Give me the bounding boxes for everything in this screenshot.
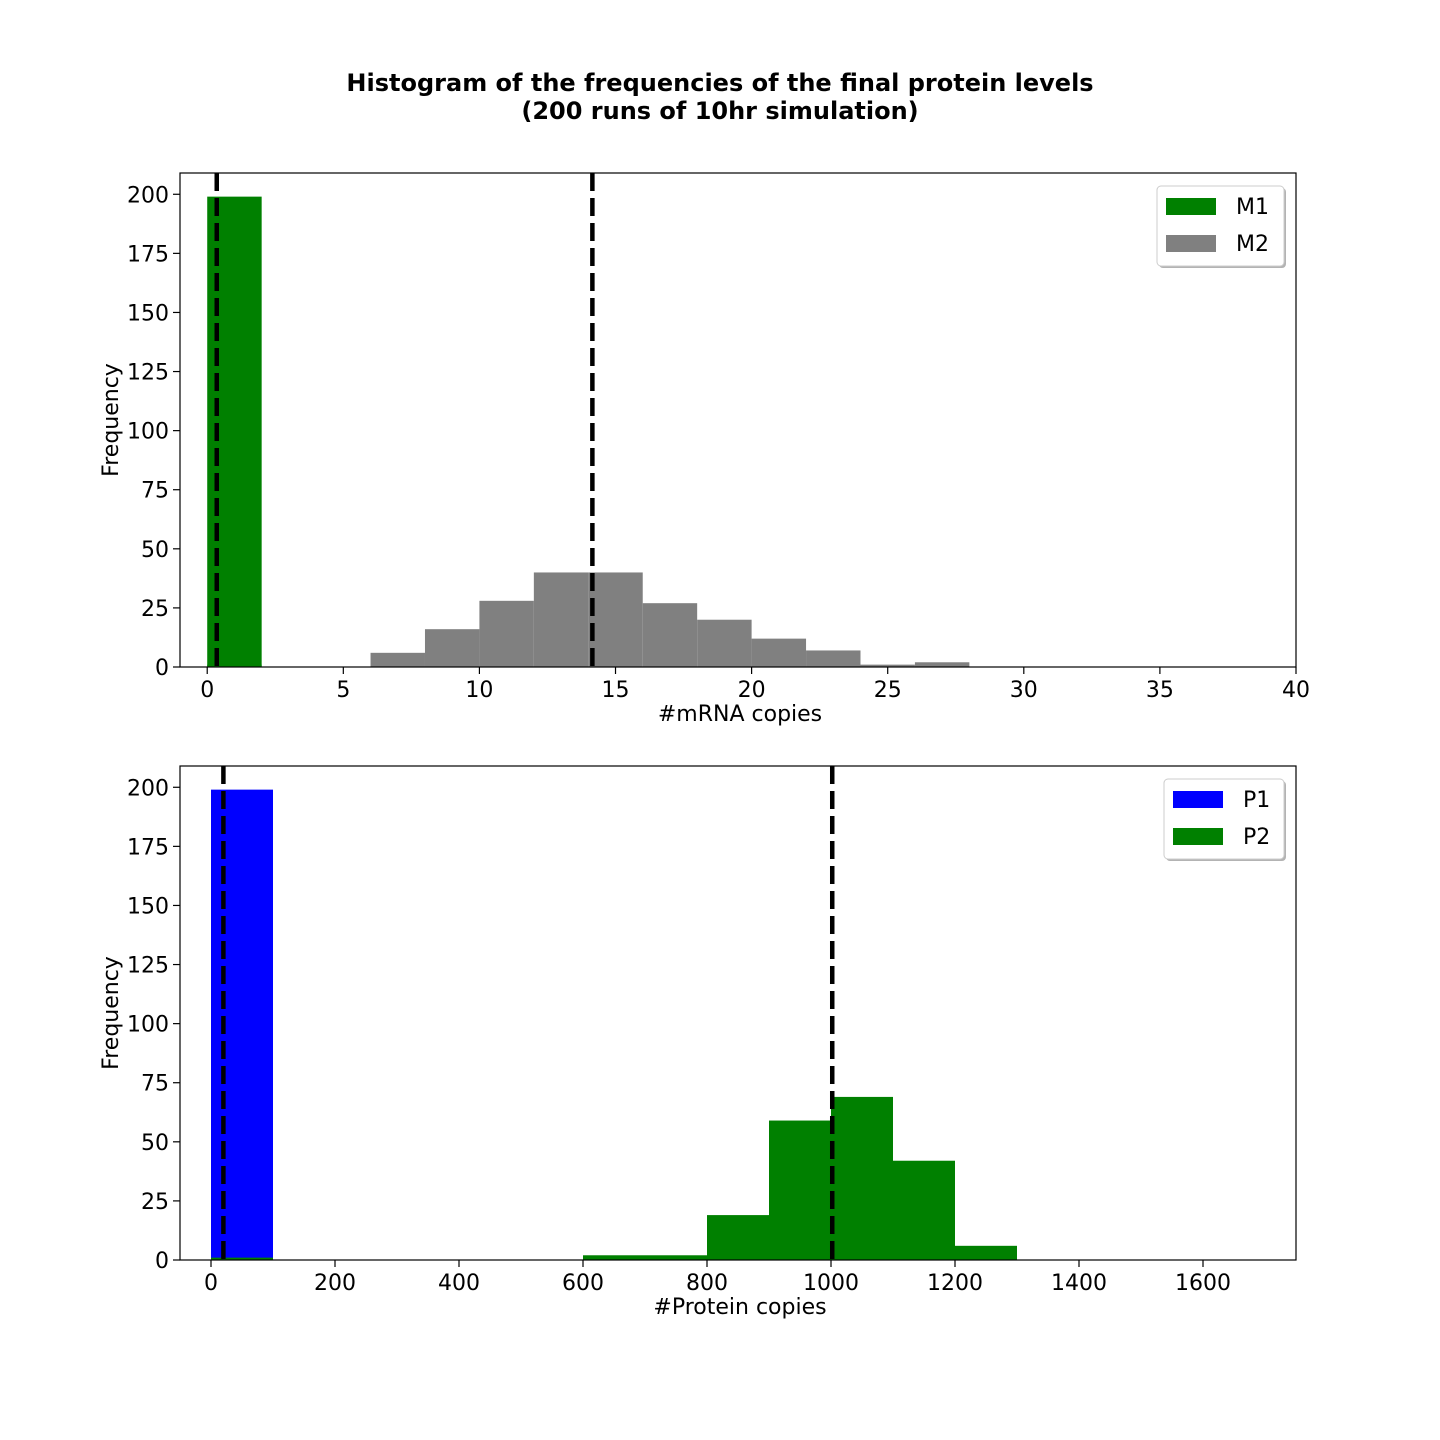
p1-legend-swatch-m2 [1166, 235, 1216, 252]
p2-y-tick-label: 150 [127, 894, 169, 919]
p2-y-tick-label: 0 [155, 1249, 169, 1274]
p1-y-tick-label: 25 [141, 597, 169, 622]
chart-title-line-2: (200 runs of 10hr simulation) [521, 97, 919, 125]
p2-bar-p2-4 [769, 1120, 831, 1260]
p1-x-axis-label: #mRNA copies [658, 702, 822, 727]
p2-x-axis-label: #Protein copies [653, 1295, 826, 1320]
p1-y-tick-label: 0 [155, 656, 169, 681]
p1-x-tick-label: 25 [874, 678, 902, 703]
p1-y-tick-label: 125 [127, 361, 169, 386]
p2-bar-p1-0 [211, 789, 273, 1260]
p1-y-tick-label: 200 [127, 183, 169, 208]
p2-legend-swatch-p2 [1173, 828, 1223, 845]
p1-y-tick-label: 175 [127, 242, 169, 267]
p2-x-tick-label: 1600 [1175, 1271, 1231, 1296]
p1-x-tick-label: 40 [1282, 678, 1310, 703]
p1-bar-m2-5 [642, 603, 698, 667]
p2-x-tick-label: 200 [314, 1271, 356, 1296]
p2-bar-p2-5 [831, 1096, 893, 1260]
p1-legend-swatch-m1 [1166, 198, 1216, 215]
p1-bar-m2-8 [806, 650, 861, 667]
p2-x-tick-label: 1200 [927, 1271, 983, 1296]
p2-y-axis-label: Frequency [99, 956, 124, 1070]
p1-bar-m2-3 [533, 572, 589, 667]
p1-x-tick-label: 30 [1010, 678, 1038, 703]
p2-bar-p2-3 [707, 1215, 769, 1260]
p2-legend-swatch-p1 [1173, 791, 1223, 808]
p2-bar-p2-6 [893, 1160, 955, 1260]
p1-y-tick-label: 100 [127, 420, 169, 445]
p1-y-tick-label: 75 [141, 479, 169, 504]
p2-y-tick-label: 25 [141, 1190, 169, 1215]
p2-bar-p2-7 [955, 1245, 1017, 1260]
p2-x-tick-label: 1400 [1051, 1271, 1107, 1296]
p2-y-tick-label: 50 [141, 1131, 169, 1156]
p1-bar-m2-4 [588, 572, 643, 667]
p2-y-tick-label: 100 [127, 1013, 169, 1038]
p1-y-axis-label: Frequency [99, 363, 124, 477]
p2-bar-p2-2 [645, 1255, 707, 1260]
p1-bar-m2-1 [424, 629, 480, 667]
p2-x-tick-label: 1000 [803, 1271, 859, 1296]
p2-bar-p2-1 [583, 1255, 645, 1260]
p2-axes-frame [179, 765, 1297, 1261]
p2-x-tick-label: 600 [562, 1271, 604, 1296]
p2-y-tick-label: 200 [127, 776, 169, 801]
p1-x-tick-label: 5 [336, 678, 350, 703]
p1-bar-m1-1 [207, 664, 262, 667]
p1-bar-m2-6 [697, 619, 752, 667]
p1-axes-frame [179, 172, 1297, 668]
p1-bar-m2-0 [370, 652, 425, 667]
p1-x-tick-label: 10 [465, 678, 493, 703]
p2-y-tick-label: 125 [127, 954, 169, 979]
p1-bar-m2-2 [479, 600, 534, 667]
p1-bar-m2-9 [860, 664, 915, 667]
p1-x-tick-label: 0 [200, 678, 214, 703]
p2-legend-label-p1: P1 [1243, 788, 1270, 813]
p1-bar-m2-10 [914, 662, 970, 667]
p2-x-tick-label: 400 [438, 1271, 480, 1296]
p2-bar-p2-0 [211, 1257, 273, 1260]
chart-title-line-1: Histogram of the frequencies of the fina… [346, 69, 1094, 97]
p1-bar-m2-7 [751, 638, 807, 667]
p1-y-tick-label: 50 [141, 538, 169, 563]
p2-x-tick-label: 800 [686, 1271, 728, 1296]
p2-x-tick-label: 0 [204, 1271, 218, 1296]
p2-y-tick-label: 75 [141, 1072, 169, 1097]
p2-legend-label-p2: P2 [1243, 825, 1270, 850]
p1-x-tick-label: 20 [738, 678, 766, 703]
p1-legend-label-m1: M1 [1236, 195, 1269, 220]
p2-y-tick-label: 175 [127, 835, 169, 860]
p1-x-tick-label: 15 [602, 678, 630, 703]
p1-y-tick-label: 150 [127, 301, 169, 326]
p1-legend-label-m2: M2 [1236, 232, 1269, 257]
p1-x-tick-label: 35 [1146, 678, 1174, 703]
